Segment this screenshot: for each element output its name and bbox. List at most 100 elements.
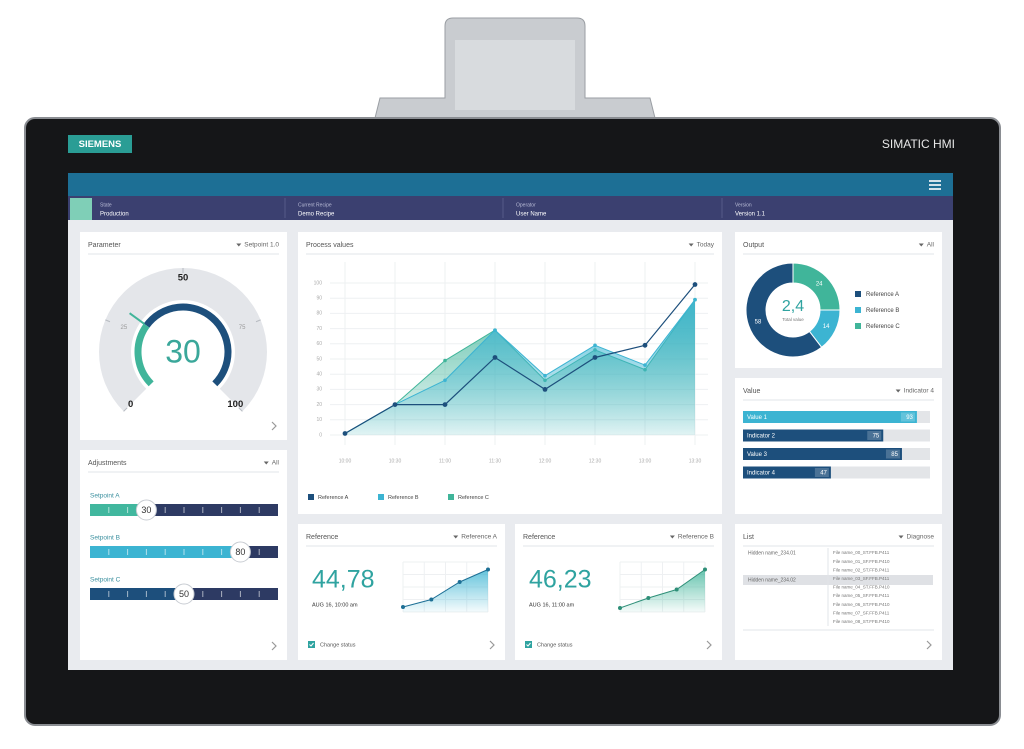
slider-knob[interactable] xyxy=(229,541,251,563)
panel-filter[interactable]: Indicator 4 xyxy=(904,388,935,395)
list-file: File name_00_ST.FFB.P411 xyxy=(833,550,890,555)
gauge-face xyxy=(131,300,235,404)
bar-value: 75 xyxy=(873,434,880,440)
bar xyxy=(743,429,884,442)
point xyxy=(642,342,648,348)
dropdown-icon[interactable] xyxy=(453,535,459,539)
bar xyxy=(743,448,902,460)
legend-swatch xyxy=(855,307,861,313)
legend-swatch xyxy=(448,494,454,500)
panel-filter[interactable]: Reference A xyxy=(461,534,497,541)
chevron[interactable] xyxy=(706,640,712,650)
slider-label: Setpoint A xyxy=(90,493,120,500)
x-tick-label: 11:00 xyxy=(439,458,451,464)
donut-slice xyxy=(745,262,823,358)
dropdown-icon[interactable] xyxy=(898,535,904,539)
chevron[interactable] xyxy=(271,421,277,431)
slice-label: 14 xyxy=(823,324,830,330)
point xyxy=(392,402,398,407)
legend-label: Reference B xyxy=(388,495,419,501)
list-name[interactable]: Hidden name_234.01 xyxy=(748,550,796,556)
point xyxy=(692,282,698,287)
line xyxy=(344,299,696,434)
point xyxy=(443,358,447,363)
point xyxy=(486,567,490,572)
legend-swatch xyxy=(855,291,861,297)
gauge-tick xyxy=(238,407,243,412)
point xyxy=(342,431,348,436)
legend-label: Reference C xyxy=(458,495,489,501)
panel-title: Adjustments xyxy=(88,460,127,467)
bar-value: 85 xyxy=(891,452,898,458)
status-label: State xyxy=(100,202,112,208)
dropdown-icon[interactable] xyxy=(669,535,675,539)
point xyxy=(543,373,547,378)
y-tick-label: 0 xyxy=(319,432,322,438)
bar-label: Indicator 2 xyxy=(747,434,776,440)
point xyxy=(593,343,597,348)
panel-filter[interactable]: All xyxy=(272,460,280,467)
panel-title: Value xyxy=(743,388,760,395)
point xyxy=(493,328,497,332)
model: SIMATIC HMI xyxy=(882,137,955,151)
panel-filter[interactable]: Diagnose xyxy=(907,534,935,541)
checkbox[interactable] xyxy=(308,641,315,648)
list-file: File name_05_SF.FFB.P411 xyxy=(833,593,890,598)
y-tick-label: 50 xyxy=(316,356,322,362)
reference-value: 46,23 xyxy=(529,566,592,594)
dropdown-icon[interactable] xyxy=(918,243,924,247)
value-box xyxy=(885,449,900,459)
chevron[interactable] xyxy=(271,641,277,651)
panel-filter[interactable]: Today xyxy=(697,242,715,249)
gauge-needle xyxy=(129,312,145,325)
dropdown-icon[interactable] xyxy=(688,243,694,247)
panel-title: Reference xyxy=(306,534,338,541)
legend-swatch xyxy=(308,494,314,500)
top-bar xyxy=(68,173,953,196)
point xyxy=(443,378,447,383)
slider-value: 80 xyxy=(235,547,245,557)
point xyxy=(646,596,651,600)
dropdown-icon[interactable] xyxy=(263,461,269,465)
x-tick-label: 12:30 xyxy=(589,458,602,464)
value-box xyxy=(814,468,829,477)
legend-swatch xyxy=(855,323,861,329)
y-tick-label: 30 xyxy=(316,387,322,393)
y-tick-label: 60 xyxy=(316,341,322,347)
list-file: File name_08_ST.FFB.P410 xyxy=(833,619,890,624)
menu-button[interactable] xyxy=(929,180,941,190)
bar xyxy=(743,411,917,423)
donut-center-value: 2,4 xyxy=(782,298,804,315)
panel-filter[interactable]: Reference B xyxy=(678,534,714,541)
x-tick-label: 12:00 xyxy=(539,458,552,464)
x-tick-label: 10:00 xyxy=(339,458,352,464)
legend-label: Reference B xyxy=(866,308,899,314)
slice-label: 24 xyxy=(816,281,823,287)
slice-label: 58 xyxy=(755,319,762,325)
panel-filter[interactable]: Setpoint 1.0 xyxy=(244,242,279,249)
point xyxy=(401,605,405,609)
slider-knob[interactable] xyxy=(173,583,195,605)
line xyxy=(619,569,706,609)
y-tick-label: 80 xyxy=(316,311,322,317)
checkbox[interactable] xyxy=(525,641,532,648)
checkbox-label: Change status xyxy=(537,642,573,648)
status-label: Version xyxy=(735,202,752,208)
slider-knob[interactable] xyxy=(135,499,157,521)
legend-label: Reference A xyxy=(318,495,349,501)
dropdown-icon[interactable] xyxy=(236,243,242,247)
point xyxy=(429,597,434,602)
chevron[interactable] xyxy=(926,640,932,650)
gauge-value: 30 xyxy=(165,333,201,369)
list-row-selected[interactable] xyxy=(743,575,933,585)
list-name[interactable]: Hidden name_234.02 xyxy=(748,577,796,583)
gauge-tick-label: 100 xyxy=(227,399,243,410)
y-tick-label: 70 xyxy=(316,326,322,332)
panel-filter[interactable]: All xyxy=(927,242,935,249)
dropdown-icon[interactable] xyxy=(895,389,901,393)
point xyxy=(492,355,498,360)
point xyxy=(693,297,697,302)
status-bar xyxy=(68,196,953,220)
chevron[interactable] xyxy=(489,640,495,650)
point xyxy=(703,567,707,572)
